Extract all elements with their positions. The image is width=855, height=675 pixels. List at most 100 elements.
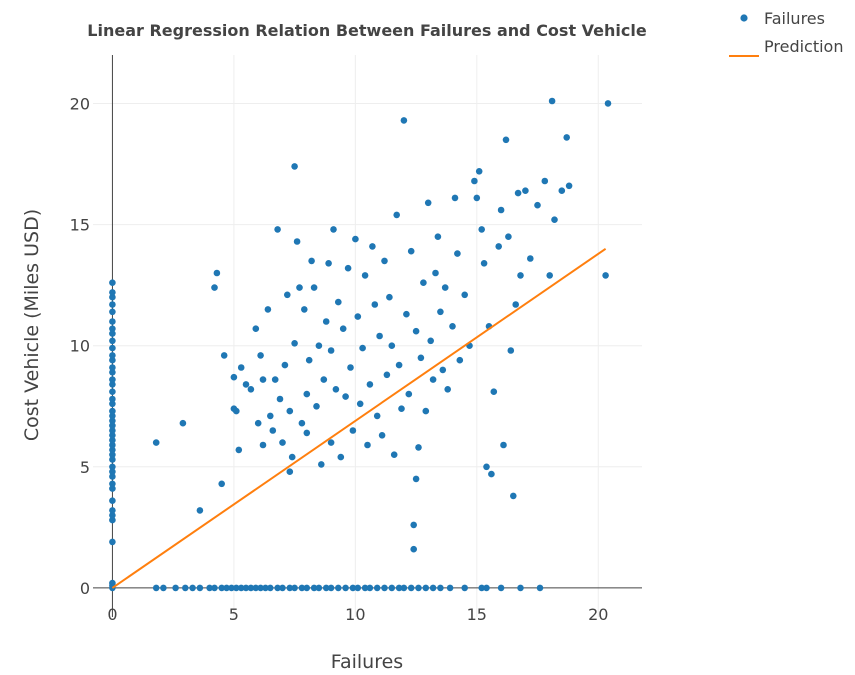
data-point[interactable] — [211, 584, 218, 592]
legend-label-failures[interactable]: Failures — [764, 9, 825, 28]
data-point[interactable] — [386, 293, 393, 301]
data-point[interactable] — [274, 584, 281, 592]
data-point[interactable] — [417, 354, 425, 362]
data-point[interactable] — [279, 584, 286, 592]
data-point[interactable] — [395, 584, 403, 592]
data-point[interactable] — [480, 260, 488, 267]
data-point[interactable] — [437, 584, 444, 592]
data-point[interactable] — [439, 366, 447, 374]
data-point[interactable] — [288, 453, 296, 461]
data-point[interactable] — [398, 405, 405, 413]
data-point[interactable] — [330, 226, 337, 233]
data-point[interactable] — [152, 584, 160, 592]
data-point[interactable] — [327, 439, 335, 446]
data-point[interactable] — [361, 272, 369, 279]
data-point[interactable] — [279, 439, 286, 446]
data-point[interactable] — [109, 473, 116, 480]
data-point[interactable] — [109, 446, 116, 454]
data-point[interactable] — [471, 177, 478, 185]
data-point[interactable] — [335, 298, 342, 306]
data-point[interactable] — [298, 419, 306, 427]
data-point[interactable] — [237, 364, 245, 371]
prediction-line[interactable] — [111, 247, 607, 589]
data-point[interactable] — [546, 272, 553, 279]
data-point[interactable] — [211, 284, 218, 291]
data-point[interactable] — [461, 584, 469, 592]
data-point[interactable] — [522, 187, 529, 194]
data-point[interactable] — [254, 419, 262, 427]
data-point[interactable] — [109, 395, 116, 403]
data-point[interactable] — [109, 301, 116, 308]
data-point[interactable] — [109, 579, 116, 587]
data-point[interactable] — [412, 327, 420, 335]
data-point[interactable] — [510, 492, 517, 500]
data-point[interactable] — [228, 584, 235, 592]
data-point[interactable] — [247, 386, 255, 393]
data-point[interactable] — [483, 463, 490, 471]
data-point[interactable] — [332, 386, 340, 393]
data-point[interactable] — [541, 177, 549, 185]
data-point[interactable] — [109, 417, 116, 425]
data-point[interactable] — [235, 446, 243, 454]
data-point[interactable] — [109, 422, 116, 429]
data-point[interactable] — [109, 388, 116, 396]
data-point[interactable] — [109, 344, 116, 352]
data-point[interactable] — [420, 279, 427, 287]
data-point[interactable] — [308, 257, 315, 265]
data-point[interactable] — [230, 373, 238, 381]
data-point[interactable] — [497, 206, 505, 214]
data-point[interactable] — [233, 407, 240, 415]
data-point[interactable] — [259, 376, 267, 383]
data-point[interactable] — [381, 584, 388, 592]
data-point[interactable] — [349, 427, 357, 434]
data-point[interactable] — [286, 468, 294, 476]
data-point[interactable] — [500, 441, 507, 449]
data-point[interactable] — [152, 439, 160, 446]
data-point[interactable] — [424, 199, 432, 207]
data-point[interactable] — [109, 427, 116, 434]
data-point[interactable] — [109, 456, 116, 463]
data-point[interactable] — [354, 313, 362, 320]
data-point[interactable] — [252, 325, 260, 333]
data-point[interactable] — [407, 584, 415, 592]
data-point[interactable] — [378, 432, 386, 439]
data-point[interactable] — [305, 356, 313, 364]
data-point[interactable] — [109, 407, 116, 415]
data-point[interactable] — [349, 584, 357, 592]
data-point[interactable] — [347, 364, 354, 371]
data-point[interactable] — [407, 247, 415, 255]
data-point[interactable] — [242, 584, 250, 592]
data-point[interactable] — [264, 306, 272, 313]
data-point[interactable] — [109, 516, 116, 524]
data-point[interactable] — [196, 584, 204, 592]
data-point[interactable] — [296, 284, 303, 291]
data-point[interactable] — [451, 194, 459, 202]
data-point[interactable] — [558, 187, 566, 194]
data-point[interactable] — [427, 337, 435, 345]
data-point[interactable] — [109, 356, 116, 364]
data-point[interactable] — [381, 257, 388, 265]
data-point[interactable] — [109, 400, 116, 408]
data-point[interactable] — [551, 216, 558, 223]
data-point[interactable] — [602, 272, 609, 279]
data-point[interactable] — [315, 584, 323, 592]
data-point[interactable] — [109, 512, 116, 519]
data-point[interactable] — [517, 272, 524, 279]
data-point[interactable] — [109, 289, 116, 296]
data-point[interactable] — [359, 344, 366, 352]
data-point[interactable] — [364, 441, 371, 449]
data-point[interactable] — [109, 325, 116, 333]
data-point[interactable] — [422, 584, 430, 592]
legend[interactable]: Failures Prediction — [729, 9, 843, 57]
data-point[interactable] — [388, 342, 396, 350]
data-point[interactable] — [223, 584, 230, 592]
data-point[interactable] — [109, 497, 116, 505]
data-point[interactable] — [383, 371, 391, 379]
data-point[interactable] — [109, 507, 116, 514]
data-point[interactable] — [422, 407, 430, 415]
data-point[interactable] — [536, 584, 544, 592]
data-point[interactable] — [507, 347, 515, 354]
data-point[interactable] — [565, 182, 573, 190]
data-point[interactable] — [218, 480, 225, 488]
data-point[interactable] — [109, 381, 116, 388]
